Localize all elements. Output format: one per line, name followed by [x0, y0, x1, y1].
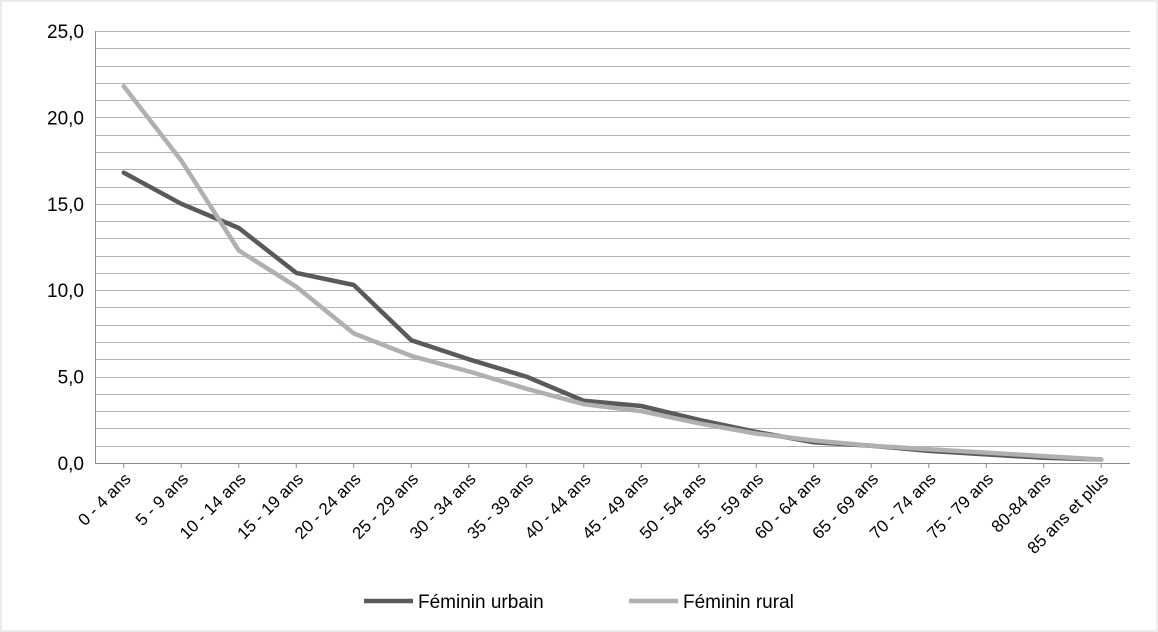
y-tick-label: 5,0: [58, 368, 84, 389]
y-tick-label: 15,0: [47, 195, 84, 216]
legend: Féminin urbain Féminin rural: [364, 592, 794, 613]
y-tick-label: 10,0: [47, 281, 84, 302]
gridlines: [95, 31, 1130, 447]
legend-label-feminin-rural: Féminin rural: [683, 592, 794, 613]
y-tick-label: 20,0: [47, 108, 84, 129]
y-tick-label: 25,0: [47, 22, 84, 43]
series-lines: [121, 84, 1104, 462]
legend-label-feminin-urbain: Féminin urbain: [418, 592, 544, 613]
series-line-feminin-rural: [121, 84, 1104, 462]
y-axis: 0,0 5,0 10,0 15,0 20,0 25,0: [47, 22, 96, 475]
y-tick-label: 0,0: [58, 454, 84, 475]
